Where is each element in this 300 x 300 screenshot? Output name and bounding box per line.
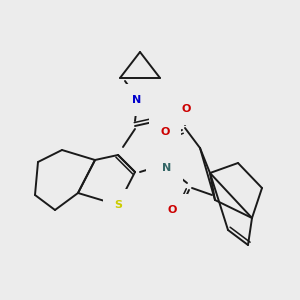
Text: S: S — [114, 200, 122, 210]
Text: O: O — [160, 117, 170, 127]
Text: O: O — [160, 127, 170, 137]
Text: N: N — [132, 95, 142, 105]
Text: H: H — [155, 162, 163, 172]
Text: O: O — [167, 205, 177, 215]
Text: N: N — [162, 163, 172, 173]
Text: H: H — [123, 95, 131, 105]
Text: O: O — [181, 104, 191, 114]
Text: H: H — [191, 103, 199, 113]
